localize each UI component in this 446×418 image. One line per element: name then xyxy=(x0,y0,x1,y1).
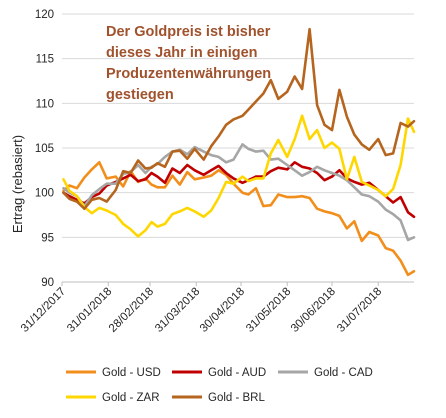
x-tick-label: 28/02/2018 xyxy=(107,286,156,335)
x-tick-label: 30/06/2018 xyxy=(289,286,338,335)
y-tick-label: 120 xyxy=(35,9,54,21)
series-line-gold-usd xyxy=(62,161,416,277)
series-line-gold-brl xyxy=(62,27,416,210)
annotation-line: Produzentenwährungen xyxy=(106,66,271,82)
annotation-line: gestiegen xyxy=(106,87,174,103)
legend-label: Gold - CAD xyxy=(314,367,373,379)
legend-label: Gold - ZAR xyxy=(102,392,160,404)
x-tick-label: 30/04/2018 xyxy=(198,286,247,335)
y-tick-labels: 90 95 100 105 110 115 120 xyxy=(35,9,54,289)
y-tick-label: 100 xyxy=(35,188,54,200)
legend: Gold - USD Gold - AUD Gold - CAD Gold - ZAR… xyxy=(66,367,373,404)
series-lines xyxy=(62,27,416,277)
axes xyxy=(61,281,414,286)
annotation: Der Goldpreis ist bisher dieses Jahr in e… xyxy=(106,24,271,103)
y-tick-label: 90 xyxy=(41,277,54,289)
x-tick-label: 31/07/2018 xyxy=(335,286,384,335)
series-line-gold-zar xyxy=(62,114,416,238)
annotation-line: Der Goldpreis ist bisher xyxy=(106,24,271,40)
y-axis-label: Ertrag (rebasiert) xyxy=(10,135,25,233)
x-tick-label: 31/12/2017 xyxy=(19,286,68,335)
legend-label: Gold - AUD xyxy=(208,367,266,379)
legend-label: Gold - BRL xyxy=(208,392,265,404)
y-tick-label: 105 xyxy=(35,143,54,155)
legend-label: Gold - USD xyxy=(102,367,161,379)
y-tick-label: 115 xyxy=(36,54,54,66)
grid-lines xyxy=(62,13,414,283)
x-tick-label: 31/05/2018 xyxy=(244,286,293,335)
x-tick-label: 31/03/2018 xyxy=(153,286,202,335)
annotation-line: dieses Jahr in einigen xyxy=(106,45,258,61)
y-tick-label: 110 xyxy=(36,98,54,110)
x-tick-labels: 31/12/201731/01/201828/02/201831/03/2018… xyxy=(19,286,384,335)
y-tick-label: 95 xyxy=(41,232,54,244)
